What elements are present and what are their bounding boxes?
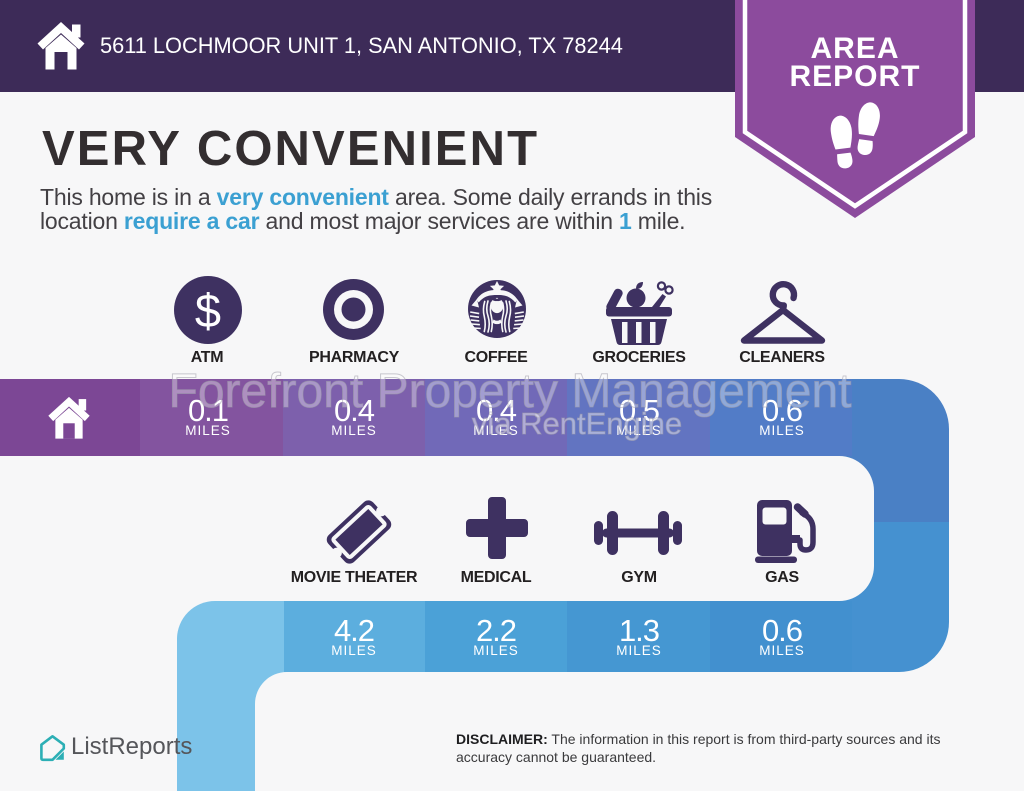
svg-text:REPORT: REPORT <box>789 60 920 93</box>
svg-text:AREA: AREA <box>810 32 899 65</box>
svg-text:$: $ <box>195 284 221 337</box>
